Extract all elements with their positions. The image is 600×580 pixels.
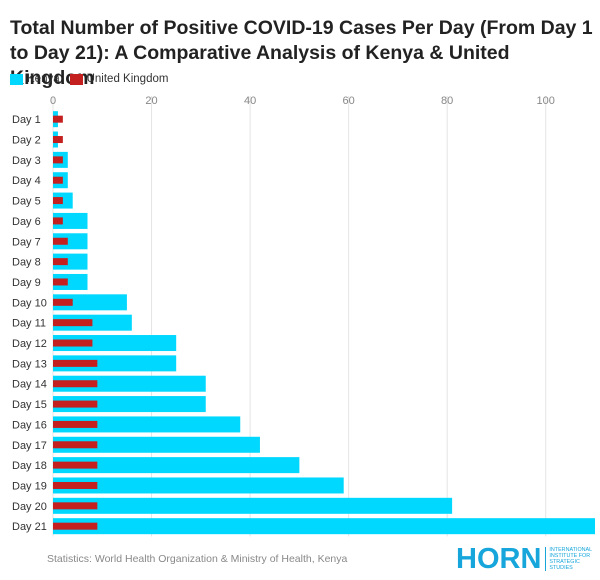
bar-kenya-day-20 — [53, 497, 453, 514]
bar-kenya-day-12 — [53, 335, 177, 352]
horn-logo: HORN International Institute for Strateg… — [456, 542, 595, 576]
bar-uk-day-6 — [53, 217, 63, 225]
legend-item-kenya[interactable]: Kenya — [10, 73, 60, 85]
y-tick-label-day-4: Day 4 — [12, 175, 41, 187]
bar-uk-day-9 — [53, 278, 68, 286]
bar-uk-day-17 — [53, 441, 98, 449]
bar-kenya-day-7 — [53, 233, 88, 250]
bar-uk-day-18 — [53, 461, 98, 469]
bar-uk-day-11 — [53, 319, 93, 327]
bar-kenya-day-17 — [53, 436, 260, 453]
y-tick-label-day-1: Day 1 — [12, 114, 41, 126]
chart-title: Total Number of Positive COVID-19 Cases … — [10, 17, 593, 89]
bar-uk-day-21 — [53, 522, 98, 530]
bar-uk-day-13 — [53, 359, 98, 367]
y-tick-label-day-5: Day 5 — [12, 196, 41, 208]
y-tick-label-day-16: Day 16 — [12, 419, 47, 431]
y-tick-label-day-21: Day 21 — [12, 521, 47, 533]
bar-chart: 0 20 40 60 80 100 Day 1 Day 2 Day 3 Day 4 Day 5 Day… — [12, 95, 595, 537]
bar-uk-day-19 — [53, 481, 98, 489]
source-note: Statistics: World Health Organization & … — [47, 553, 348, 565]
bar-uk-day-16 — [53, 420, 98, 428]
bar-uk-day-8 — [53, 258, 68, 266]
bar-uk-day-20 — [53, 502, 98, 510]
y-tick-label-day-18: Day 18 — [12, 460, 47, 472]
y-tick-label-day-3: Day 3 — [12, 155, 41, 167]
legend-swatch-kenya — [10, 73, 23, 85]
bar-kenya-day-19 — [53, 477, 344, 494]
x-tick-label-0: 0 — [50, 95, 56, 107]
y-tick-label-day-13: Day 13 — [12, 358, 47, 370]
bar-kenya-day-21 — [53, 518, 595, 535]
bar-kenya-day-9 — [53, 273, 88, 290]
y-tick-label-day-8: Day 8 — [12, 257, 41, 269]
bar-kenya-day-10 — [53, 294, 127, 311]
y-tick-label-day-12: Day 12 — [12, 338, 47, 350]
bar-kenya-day-16 — [53, 416, 241, 433]
bar-kenya-day-6 — [53, 212, 88, 229]
bar-uk-day-7 — [53, 237, 68, 245]
y-tick-label-day-19: Day 19 — [12, 480, 47, 492]
x-tick-label-60: 60 — [343, 95, 355, 107]
y-tick-label-day-10: Day 10 — [12, 297, 47, 309]
bar-uk-day-12 — [53, 339, 93, 347]
bar-kenya-day-15 — [53, 396, 206, 413]
y-tick-label-day-17: Day 17 — [12, 440, 47, 452]
y-tick-label-day-15: Day 15 — [12, 399, 47, 411]
x-tick-label-20: 20 — [145, 95, 157, 107]
bar-uk-day-4 — [53, 176, 63, 184]
legend-label-uk: United Kingdom — [86, 73, 169, 85]
bar-kenya-day-8 — [53, 253, 88, 270]
y-tick-label-day-2: Day 2 — [12, 135, 41, 147]
logo-wordmark: HORN — [456, 543, 542, 575]
legend-swatch-uk — [69, 73, 83, 85]
bar-uk-day-15 — [53, 400, 98, 408]
bar-uk-day-3 — [53, 156, 63, 164]
y-tick-label-day-7: Day 7 — [12, 236, 41, 248]
bar-kenya-day-14 — [53, 375, 206, 392]
legend-label-kenya: Kenya — [27, 73, 60, 85]
bar-uk-day-5 — [53, 197, 63, 205]
bar-uk-day-10 — [53, 298, 73, 306]
x-tick-label-40: 40 — [244, 95, 256, 107]
bar-uk-day-1 — [53, 115, 63, 123]
bar-kenya-day-18 — [53, 457, 300, 474]
legend-item-uk[interactable]: United Kingdom — [69, 73, 169, 85]
y-tick-label-day-11: Day 11 — [12, 318, 46, 330]
y-tick-label-day-9: Day 9 — [12, 277, 41, 289]
x-tick-label-100: 100 — [537, 95, 555, 107]
bar-uk-day-2 — [53, 136, 63, 144]
logo-tagline: International Institute for Strategic St… — [545, 546, 595, 572]
bar-kenya-day-13 — [53, 355, 177, 372]
y-tick-label-day-20: Day 20 — [12, 501, 47, 513]
y-tick-label-day-14: Day 14 — [12, 379, 47, 391]
chart-legend: Kenya United Kingdom — [10, 72, 178, 86]
bar-uk-day-14 — [53, 380, 98, 388]
y-tick-label-day-6: Day 6 — [12, 216, 41, 228]
x-tick-label-80: 80 — [441, 95, 453, 107]
